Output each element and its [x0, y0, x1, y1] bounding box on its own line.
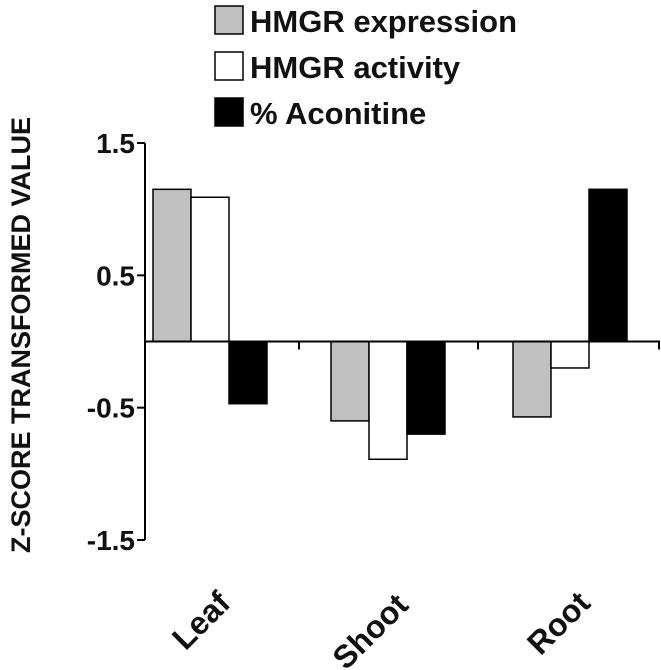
legend-swatch: [214, 97, 244, 127]
y-tick-label: 1.5: [96, 128, 135, 159]
legend-label: HMGR expression: [250, 4, 517, 39]
legend-swatch: [214, 5, 244, 35]
bar-leaf-0: [152, 188, 192, 343]
bars: [152, 188, 628, 461]
legend-label: % Aconitine: [250, 96, 426, 131]
y-axis-label: Z-SCORE TRANSFORMED VALUE: [6, 117, 36, 553]
bar-leaf-2: [228, 340, 268, 405]
bar-root-2: [588, 188, 628, 343]
legend: HMGR expression HMGR activity % Aconitine: [214, 4, 517, 131]
y-tick-label: 0.5: [96, 260, 135, 291]
bar-shoot-0: [330, 340, 370, 422]
axes: [144, 143, 660, 540]
y-ticks: 1.5 0.5 -0.5 -1.5: [87, 128, 145, 556]
x-tick-labels: Leaf Shoot Root: [165, 584, 597, 670]
y-tick-label: -0.5: [87, 393, 135, 424]
legend-swatch: [214, 51, 244, 81]
legend-label: HMGR activity: [250, 50, 461, 85]
bar-shoot-2: [406, 340, 446, 435]
bar-root-1: [550, 340, 590, 369]
y-tick-label: -1.5: [87, 525, 135, 556]
bar-root-0: [512, 340, 552, 418]
x-tick-label-leaf: Leaf: [165, 584, 237, 656]
x-tick-label-root: Root: [520, 584, 597, 661]
bar-shoot-1: [368, 340, 408, 461]
x-tick-label-shoot: Shoot: [325, 586, 415, 670]
bar-leaf-1: [190, 196, 230, 343]
